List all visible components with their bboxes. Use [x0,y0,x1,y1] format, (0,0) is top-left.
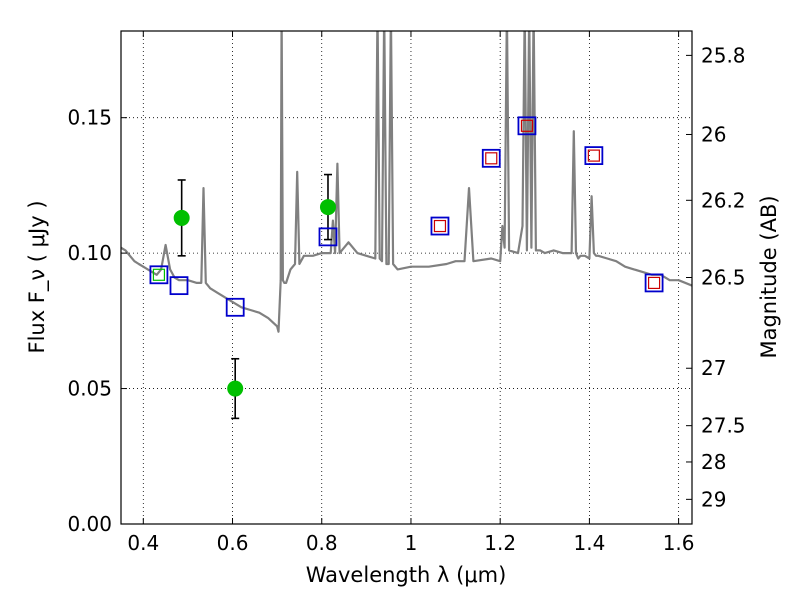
model-square [584,146,604,166]
x-tick-label: 1.6 [663,531,695,555]
x-tick-label: 1.2 [484,531,516,555]
y-axis-label: Flux F_ν ( μJy ) [25,200,50,353]
x-tick-label: 1.4 [573,531,605,555]
y-tick-label: 0.15 [67,106,112,130]
x-tick-label: 1 [405,531,418,555]
model-square [517,116,537,136]
y2-tick-label: 27.5 [701,414,746,438]
model-square [644,273,664,293]
y-tick-label: 0.10 [67,241,112,265]
y-tick-label: 0.00 [67,512,112,536]
model-square [430,216,450,236]
model-square [225,297,245,317]
x-axis-label: Wavelength λ (μm) [306,563,507,587]
marker-layer [149,116,664,420]
model-square [169,276,189,296]
inner-square [587,149,600,162]
inner-square [485,152,498,165]
inner-square [647,276,661,290]
inner-square [152,268,166,281]
y-tick-label: 0.05 [67,377,112,401]
y2-tick-label: 28 [701,450,726,474]
model-square [318,227,338,247]
y2-tick-label: 26 [701,122,726,146]
y2-tick-label: 26.2 [701,188,746,212]
y2-tick-label: 26.5 [701,266,746,290]
x-tick-label: 0.6 [217,531,249,555]
spectrum-layer [121,31,692,333]
x-tick-label: 0.4 [127,531,159,555]
inner-square [520,119,534,132]
y2-tick-label: 25.8 [701,43,746,67]
model-square [149,265,169,285]
model-square [481,148,501,168]
inner-square [433,219,447,233]
y2-axis-label: Magnitude (AB) [757,195,781,358]
observed-point [173,209,190,226]
observed-point [319,199,336,216]
axis-ticks: 0.4 0.6 0.8 1 1.2 1.4 1.6 0.00 0.05 0.10 0.15 25.8 2… [67,31,746,555]
observed-point [227,380,244,397]
x-tick-label: 0.8 [306,531,338,555]
y2-tick-label: 27 [701,356,726,380]
y2-tick-label: 29 [701,487,726,511]
spectrum-line [121,31,692,333]
